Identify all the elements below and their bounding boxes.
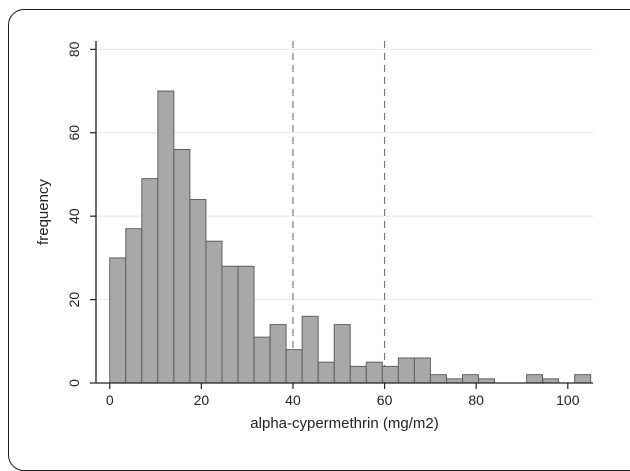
histogram-bar bbox=[285, 349, 303, 384]
histogram-bar bbox=[205, 240, 223, 384]
y-tick-label: 80 bbox=[66, 41, 82, 57]
x-tick-label: 20 bbox=[194, 392, 210, 408]
y-tick-label: 60 bbox=[66, 125, 82, 141]
reference-lines bbox=[292, 41, 386, 383]
histogram-bar bbox=[125, 228, 143, 384]
y-axis-ticks: 0 20 40 60 80 bbox=[66, 41, 96, 387]
histogram-bar bbox=[317, 361, 335, 384]
x-axis-title: alpha-cypermethrin (mg/m2) bbox=[250, 415, 438, 432]
histogram-bar bbox=[429, 374, 447, 384]
y-tick-label: 0 bbox=[66, 379, 82, 387]
histogram-bar bbox=[413, 357, 431, 384]
histogram-bar bbox=[301, 315, 319, 384]
x-tick-label: 100 bbox=[556, 392, 580, 408]
histogram-bar bbox=[221, 265, 239, 384]
histogram-bar bbox=[141, 178, 159, 384]
histogram-bar bbox=[365, 361, 383, 384]
histogram-bar bbox=[526, 374, 544, 384]
histogram-bar bbox=[269, 324, 287, 384]
y-axis-title: frequency bbox=[35, 179, 52, 245]
histogram-bar bbox=[574, 374, 592, 384]
histogram-chart: 0 20 40 60 80 100 0 20 40 60 80 alpha-cypermethri… bbox=[35, 41, 593, 432]
histogram-bar bbox=[109, 257, 127, 384]
x-tick-label: 40 bbox=[285, 392, 301, 408]
histogram-bar bbox=[173, 148, 191, 384]
chart-frame bbox=[8, 9, 630, 471]
histogram-bar bbox=[157, 90, 175, 384]
histogram-bar bbox=[237, 265, 255, 384]
axes bbox=[95, 41, 593, 384]
x-tick-label: 0 bbox=[106, 392, 114, 408]
histogram-bar bbox=[189, 199, 207, 384]
histogram-bar bbox=[462, 374, 479, 384]
histogram-bars bbox=[109, 90, 592, 384]
histogram-bar bbox=[253, 336, 271, 384]
histogram-bar bbox=[333, 324, 351, 384]
histogram-bar bbox=[381, 365, 399, 384]
histogram-bar bbox=[349, 365, 367, 384]
histogram-bar bbox=[397, 357, 415, 384]
x-tick-label: 80 bbox=[468, 392, 484, 408]
x-tick-label: 60 bbox=[377, 392, 393, 408]
y-tick-label: 40 bbox=[66, 208, 82, 224]
x-axis-ticks: 0 20 40 60 80 100 bbox=[106, 383, 580, 408]
y-tick-label: 20 bbox=[66, 292, 82, 308]
